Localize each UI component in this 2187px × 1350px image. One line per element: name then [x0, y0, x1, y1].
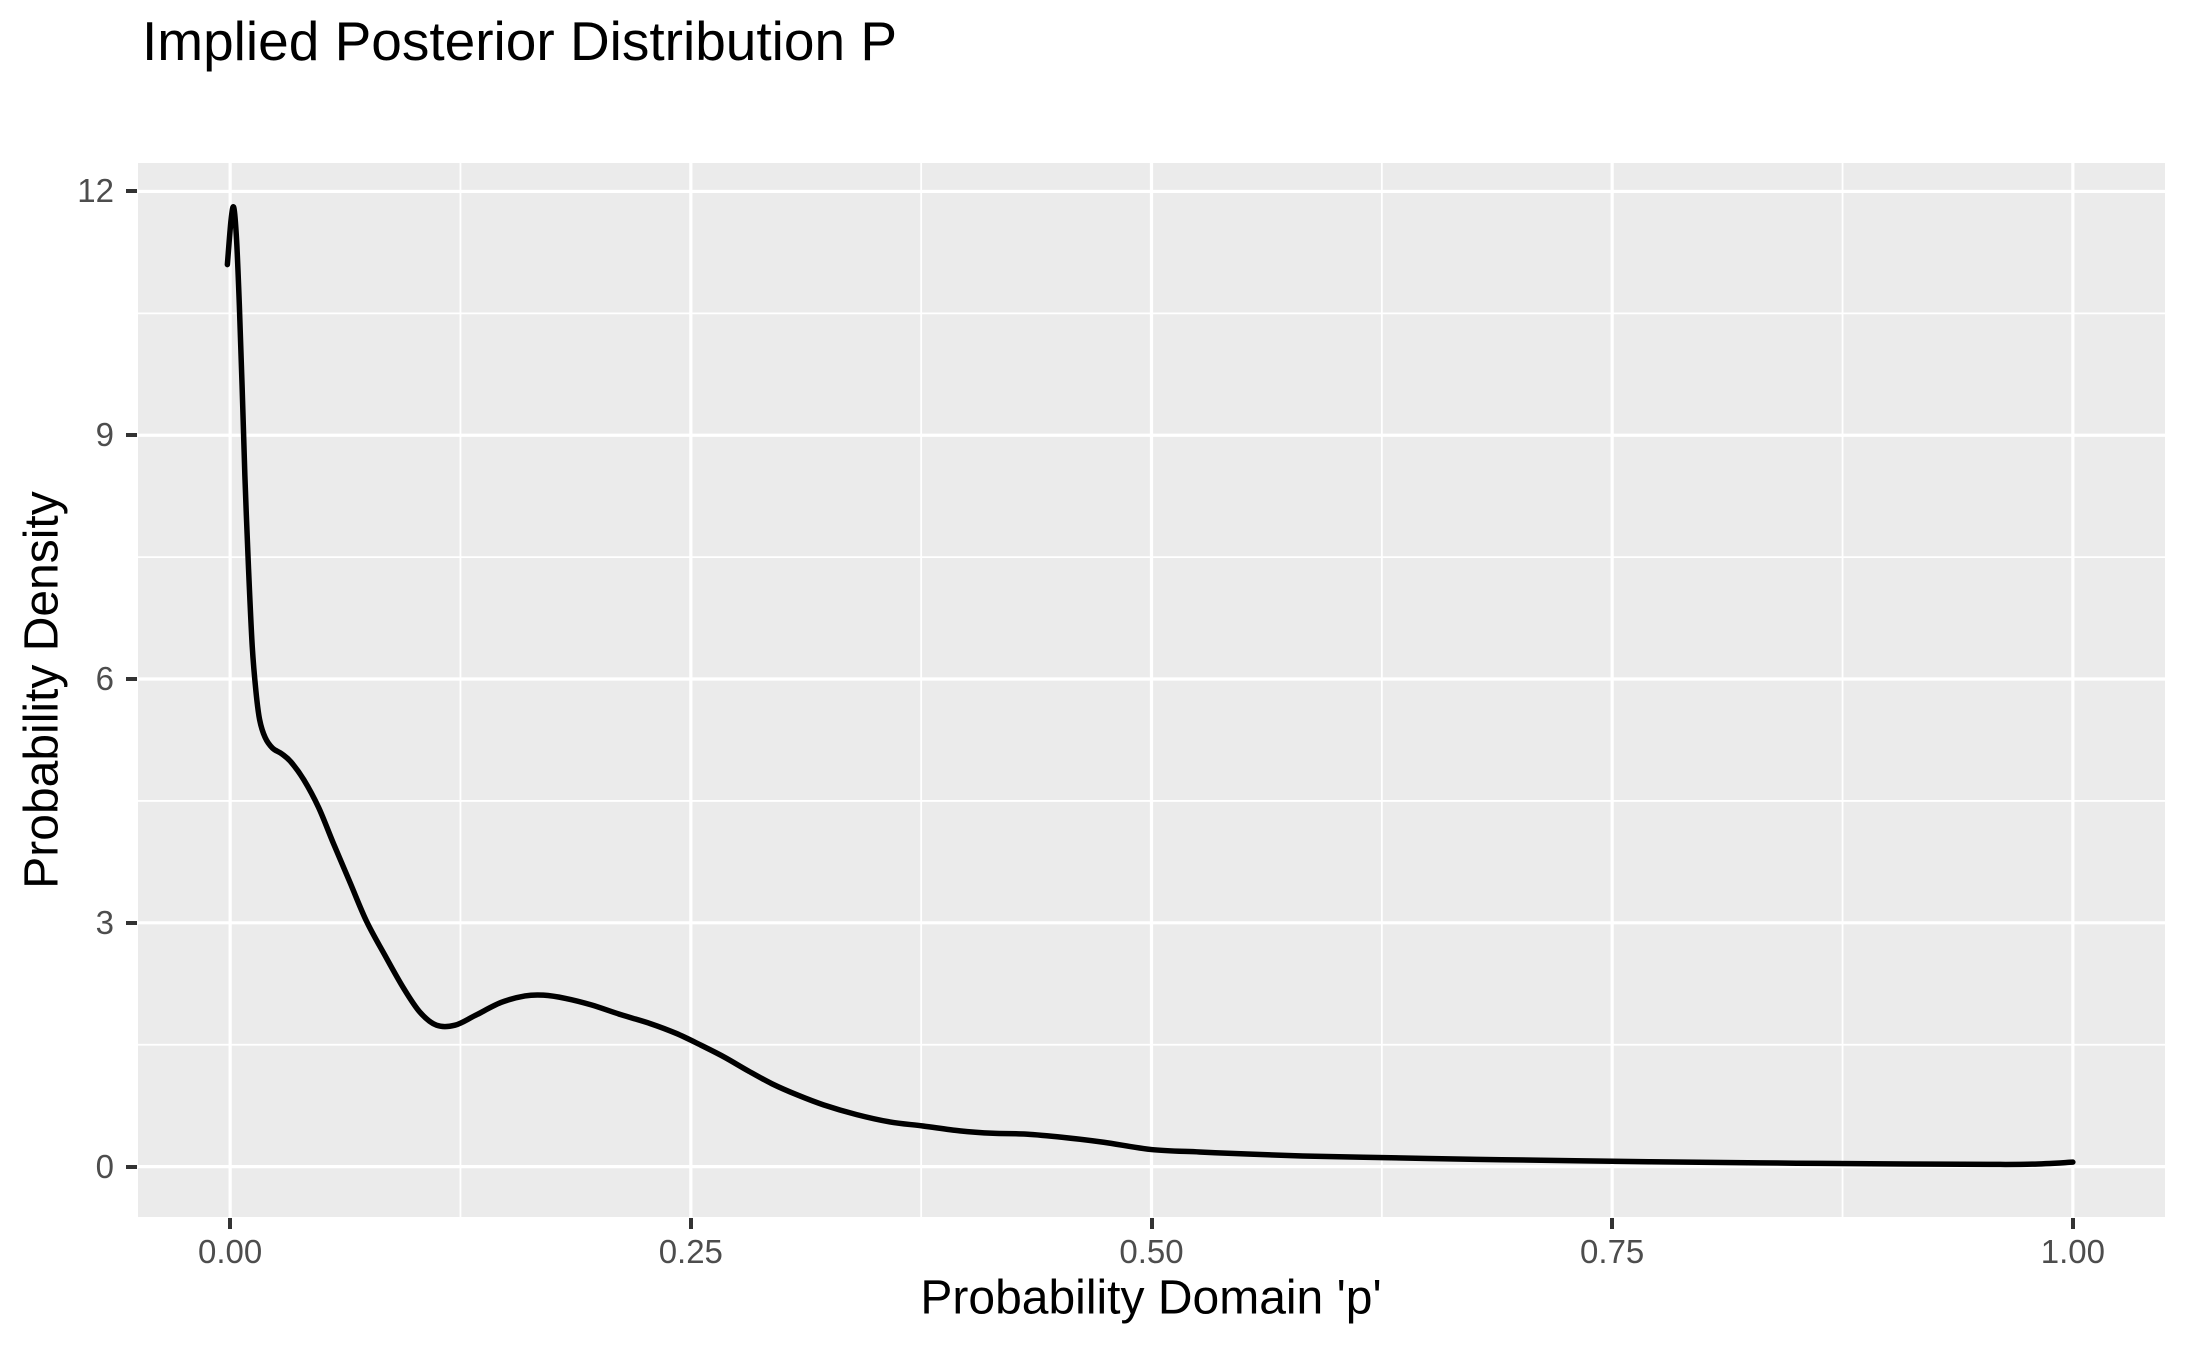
x-tick-label: 0.25 — [658, 1233, 723, 1270]
x-tick-label: 0.50 — [1119, 1233, 1184, 1270]
y-tick-mark — [126, 677, 137, 682]
y-tick-label: 0 — [95, 1147, 114, 1185]
density-curve-canvas — [138, 163, 2165, 1217]
x-tick-label: 1.00 — [2040, 1233, 2105, 1270]
density-curve — [224, 204, 2076, 1168]
x-tick-mark — [2070, 1218, 2075, 1229]
x-tick-mark — [688, 1218, 693, 1229]
x-tick-label: 0.00 — [198, 1233, 263, 1270]
y-tick-mark — [126, 920, 137, 925]
x-axis-title: Probability Domain 'p' — [920, 1271, 1382, 1325]
y-tick-label: 12 — [77, 172, 114, 210]
x-tick-mark — [1149, 1218, 1154, 1229]
y-tick-label: 3 — [95, 903, 114, 941]
y-tick-label: 6 — [95, 660, 114, 698]
x-tick-label: 0.75 — [1580, 1233, 1645, 1270]
x-tick-mark — [228, 1218, 233, 1229]
x-tick-mark — [1610, 1218, 1615, 1229]
plot-panel — [138, 163, 2165, 1217]
y-tick-mark — [126, 1164, 137, 1169]
plot-title: Implied Posterior Distribution P — [142, 10, 898, 72]
y-tick-label: 9 — [95, 416, 114, 454]
y-tick-mark — [126, 433, 137, 438]
y-tick-mark — [126, 189, 137, 194]
